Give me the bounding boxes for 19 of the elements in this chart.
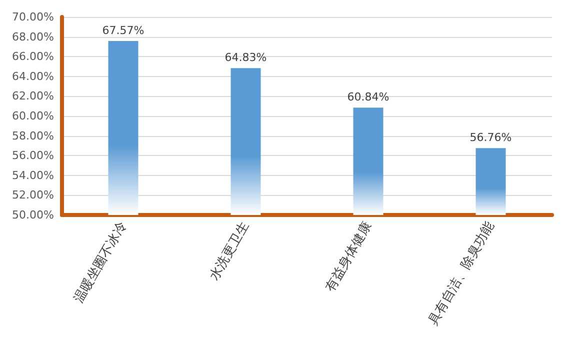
y-tick-label: 60.00% xyxy=(12,110,54,122)
y-tick-label: 58.00% xyxy=(12,129,54,142)
x-tick-label: 有益身体健康 xyxy=(322,219,375,294)
data-label: 64.83% xyxy=(224,51,267,64)
y-tick-label: 66.00% xyxy=(12,50,54,64)
data-label: 60.84% xyxy=(347,90,390,104)
y-tick-label: 68.00% xyxy=(12,30,54,44)
y-tick-label: 64.00% xyxy=(12,70,54,83)
y-tick-label: 56.00% xyxy=(12,149,54,162)
y-tick-label: 54.00% xyxy=(12,168,54,182)
data-label: 56.76% xyxy=(470,131,512,144)
x-tick-label: 水洗更卫生 xyxy=(206,219,252,284)
y-tick-label: 70.00% xyxy=(12,10,54,24)
data-label: 67.57% xyxy=(102,24,144,38)
x-tick-label: 具有自洁、除臭功能 xyxy=(426,219,498,328)
y-tick-label: 62.00% xyxy=(12,90,54,103)
y-tick-label: 52.00% xyxy=(12,188,54,202)
x-tick-label: 温暖坐圈不冰冷 xyxy=(71,219,130,306)
y-tick-label: 50.00% xyxy=(12,208,54,222)
